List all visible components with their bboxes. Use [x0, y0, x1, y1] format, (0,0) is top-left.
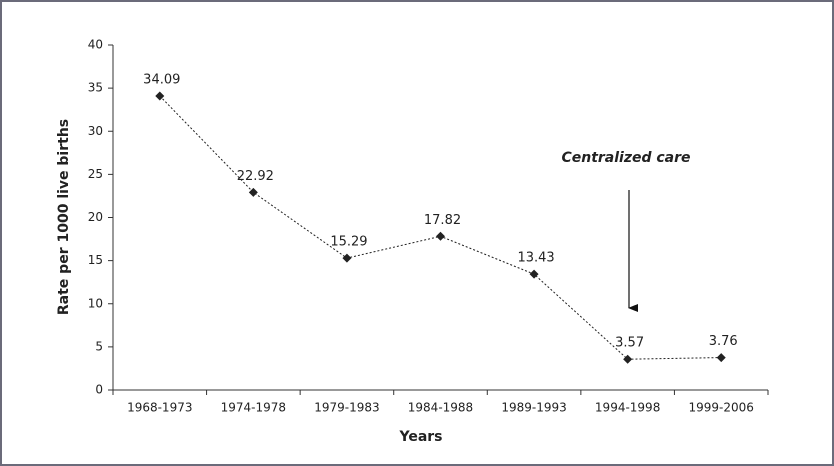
- x-tick-label: 1979-1983: [314, 401, 379, 415]
- marker: [155, 91, 165, 101]
- y-tick-label: 10: [88, 296, 103, 310]
- x-tick-label: 1989-1993: [501, 401, 566, 415]
- y-tick-label: 30: [88, 124, 103, 138]
- data-label: 22.92: [237, 169, 274, 184]
- y-tick-label: 40: [88, 38, 103, 52]
- x-axis-title: Years: [398, 429, 442, 445]
- x-tick-label: 1999-2006: [689, 401, 754, 415]
- data-label: 3.57: [615, 336, 644, 351]
- y-tick-label: 15: [88, 253, 103, 267]
- y-tick-label: 0: [95, 383, 103, 397]
- x-tick-label: 1974-1978: [221, 401, 286, 415]
- marker: [248, 187, 258, 197]
- y-tick-label: 35: [88, 81, 103, 95]
- y-axis-title: Rate per 1000 live births: [56, 119, 72, 315]
- x-tick-label: 1984-1988: [408, 401, 473, 415]
- marker: [623, 354, 633, 364]
- marker: [716, 353, 726, 363]
- x-tick-label: 1968-1973: [127, 401, 192, 415]
- data-label: 15.29: [330, 235, 367, 250]
- data-label: 17.82: [424, 213, 461, 228]
- data-label: 13.43: [517, 251, 554, 266]
- x-tick-label: 1994-1998: [595, 401, 660, 415]
- data-label: 3.76: [709, 334, 738, 349]
- marker: [436, 231, 445, 241]
- y-tick-label: 5: [95, 339, 103, 353]
- data-label: 34.09: [143, 72, 180, 87]
- marker: [529, 269, 539, 279]
- annotation: Centralized care: [561, 150, 690, 166]
- marker: [342, 253, 352, 263]
- y-tick-label: 20: [88, 210, 103, 224]
- y-tick-label: 25: [88, 167, 103, 181]
